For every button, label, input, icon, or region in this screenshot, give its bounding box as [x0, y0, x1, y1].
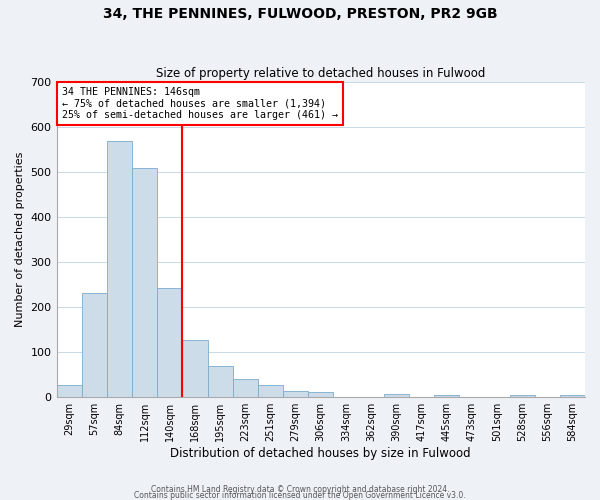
Text: 34, THE PENNINES, FULWOOD, PRESTON, PR2 9GB: 34, THE PENNINES, FULWOOD, PRESTON, PR2 …: [103, 8, 497, 22]
Bar: [132, 168, 157, 397]
Y-axis label: Number of detached properties: Number of detached properties: [15, 152, 25, 328]
Bar: [434, 395, 459, 397]
X-axis label: Distribution of detached houses by size in Fulwood: Distribution of detached houses by size …: [170, 447, 471, 460]
Bar: [283, 392, 308, 397]
Title: Size of property relative to detached houses in Fulwood: Size of property relative to detached ho…: [156, 66, 485, 80]
Bar: [157, 288, 182, 397]
Bar: [308, 392, 334, 397]
Bar: [509, 395, 535, 397]
Bar: [233, 378, 258, 397]
Bar: [182, 340, 208, 397]
Text: Contains public sector information licensed under the Open Government Licence v3: Contains public sector information licen…: [134, 490, 466, 500]
Bar: [56, 384, 82, 397]
Bar: [258, 385, 283, 397]
Bar: [560, 395, 585, 397]
Bar: [383, 394, 409, 397]
Bar: [107, 140, 132, 397]
Bar: [208, 366, 233, 397]
Text: 34 THE PENNINES: 146sqm
← 75% of detached houses are smaller (1,394)
25% of semi: 34 THE PENNINES: 146sqm ← 75% of detache…: [62, 87, 338, 120]
Text: Contains HM Land Registry data © Crown copyright and database right 2024.: Contains HM Land Registry data © Crown c…: [151, 484, 449, 494]
Bar: [82, 293, 107, 397]
